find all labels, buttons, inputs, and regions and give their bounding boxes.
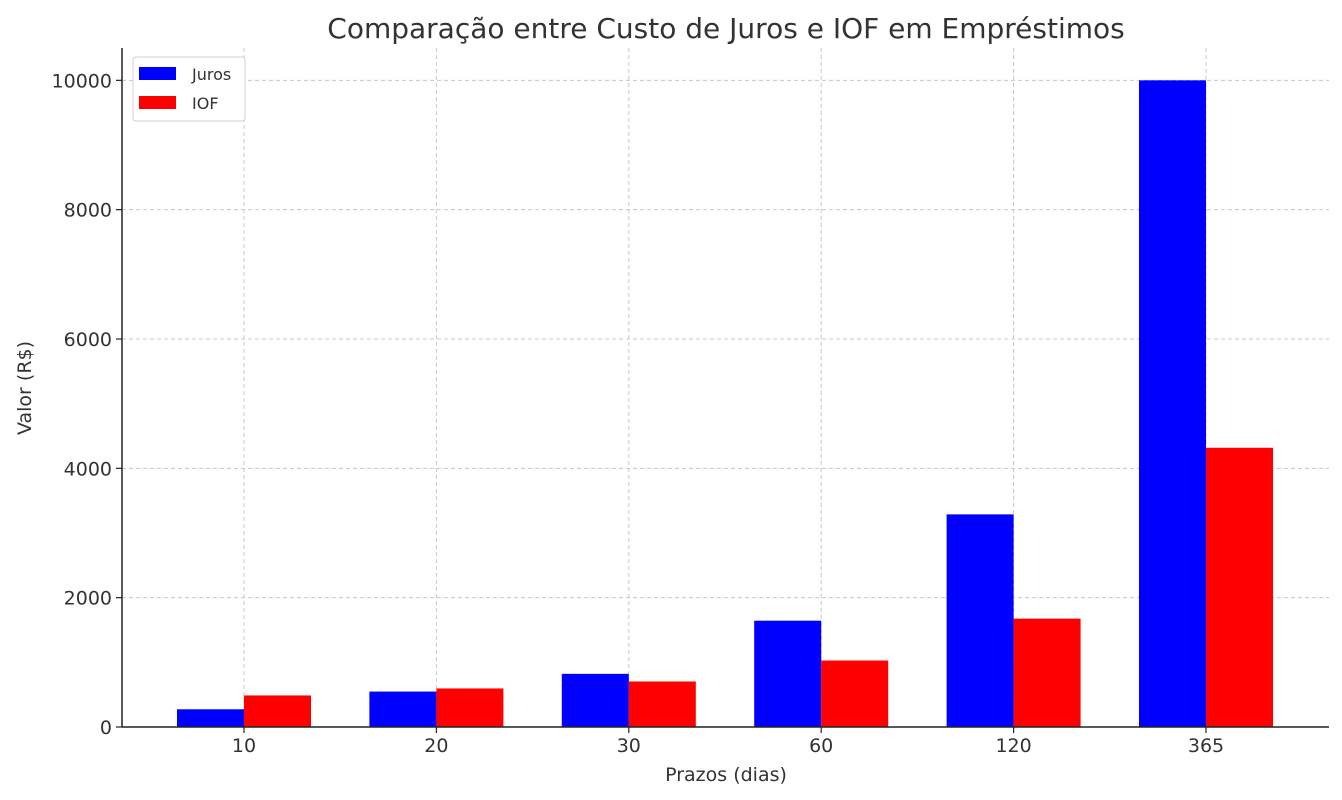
- x-tick-label: 20: [424, 735, 448, 757]
- x-tick-label: 10: [232, 735, 256, 757]
- y-tick-label: 10000: [52, 70, 112, 92]
- bar-iof-120: [1013, 618, 1081, 727]
- y-tick-label: 0: [100, 717, 112, 739]
- y-tick-label: 8000: [64, 200, 112, 222]
- legend-swatch-juros: [139, 67, 176, 80]
- bar-iof-10: [244, 695, 311, 727]
- y-tick-label: 2000: [64, 588, 112, 610]
- x-tick-label: 60: [809, 735, 833, 757]
- x-axis-title: Prazos (dias): [665, 764, 787, 786]
- bar-iof-365: [1206, 447, 1273, 727]
- bar-juros-30: [561, 673, 629, 727]
- bars: [177, 80, 1273, 728]
- bar-iof-30: [628, 681, 696, 727]
- y-ticks: 0 2000 4000 6000 8000 10000: [52, 70, 122, 739]
- x-tick-label: 30: [617, 735, 641, 757]
- bar-juros-365: [1139, 80, 1206, 728]
- bar-juros-10: [177, 709, 244, 727]
- bar-iof-20: [436, 688, 504, 727]
- legend-label-juros: Juros: [191, 65, 231, 84]
- bar-juros-20: [369, 691, 437, 727]
- y-axis-title: Valor (R$): [14, 341, 36, 435]
- legend-swatch-iof: [139, 96, 176, 109]
- y-tick-label: 4000: [64, 458, 112, 480]
- x-tick-label: 120: [995, 735, 1031, 757]
- bar-juros-120: [946, 514, 1014, 727]
- bar-iof-60: [821, 660, 889, 727]
- x-tick-label: 365: [1188, 735, 1224, 757]
- axes: [121, 48, 1329, 728]
- y-tick-label: 6000: [64, 329, 112, 351]
- legend: Juros IOF: [132, 56, 246, 122]
- chart-title: Comparação entre Custo de Juros e IOF em…: [327, 12, 1124, 45]
- legend-label-iof: IOF: [192, 94, 219, 113]
- x-ticks: 10 20 30 60 120 365: [232, 727, 1224, 757]
- bar-juros-60: [754, 620, 822, 727]
